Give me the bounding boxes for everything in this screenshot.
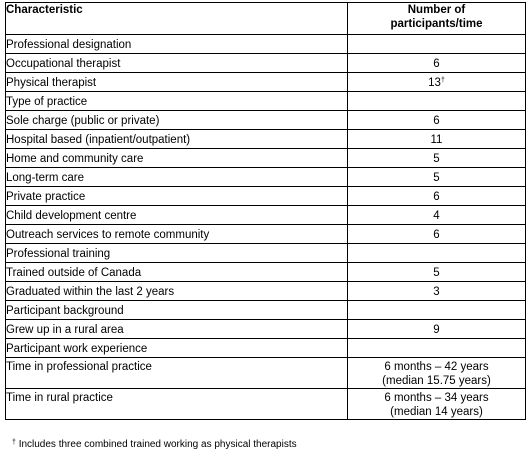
row-label: Long-term care	[5, 167, 348, 187]
row-value: 4	[347, 205, 526, 225]
row-value: 6	[347, 53, 526, 73]
table-row: Long-term care 5	[5, 167, 526, 187]
section-label: Participant background	[5, 300, 348, 320]
header-characteristic: Characteristic	[5, 2, 348, 35]
table-row: Graduated within the last 2 years 3	[5, 281, 526, 301]
footnote-mark: †	[440, 77, 445, 84]
row-value: 5	[347, 262, 526, 282]
row-label: Grew up in a rural area	[5, 319, 348, 339]
row-value: 5	[347, 167, 526, 187]
table-row: Time in professional practice 6 months –…	[5, 357, 526, 389]
empty-cell	[347, 243, 526, 263]
row-label: Hospital based (inpatient/outpatient)	[5, 129, 348, 149]
table-row: Time in rural practice 6 months – 34 yea…	[5, 388, 526, 420]
row-label: Sole charge (public or private)	[5, 110, 348, 130]
section-label: Participant work experience	[5, 338, 348, 358]
row-label: Home and community care	[5, 148, 348, 168]
table-row: Grew up in a rural area 9	[5, 319, 526, 339]
section-label: Type of practice	[5, 91, 348, 111]
section-row-professional-designation: Professional designation	[5, 34, 526, 54]
header-participant-count: Number of participants/time	[347, 2, 526, 35]
row-label: Outreach services to remote community	[5, 224, 348, 244]
row-value-range: 6 months – 34 years (median 14 years)	[347, 388, 526, 420]
row-value: 6	[347, 110, 526, 130]
table-row: Outreach services to remote community 6	[5, 224, 526, 244]
row-label: Time in professional practice	[5, 357, 348, 389]
row-value: 5	[347, 148, 526, 168]
row-label: Occupational therapist	[5, 53, 348, 73]
empty-cell	[347, 34, 526, 54]
table-row: Home and community care 5	[5, 148, 526, 168]
participant-characteristics-table: Characteristic Number of participants/ti…	[5, 2, 526, 420]
footnote-mark: †	[12, 439, 16, 446]
row-label: Time in rural practice	[5, 388, 348, 420]
row-value: 9	[347, 319, 526, 339]
row-value: 6 months – 34 years	[384, 392, 489, 404]
row-label: Physical therapist	[5, 72, 348, 92]
empty-cell	[347, 338, 526, 358]
table-header-row: Characteristic Number of participants/ti…	[5, 2, 526, 35]
row-label: Graduated within the last 2 years	[5, 281, 348, 301]
header-count-line2: participants/time	[390, 18, 483, 30]
section-label: Professional training	[5, 243, 348, 263]
section-label: Professional designation	[5, 34, 348, 54]
row-label: Private practice	[5, 186, 348, 206]
row-value-range: 6 months – 42 years (median 15.75 years)	[347, 357, 526, 389]
table-footnote: † Includes three combined trained workin…	[12, 439, 297, 451]
row-value: 6 months – 42 years	[384, 361, 489, 373]
section-row-type-of-practice: Type of practice	[5, 91, 526, 111]
table-row: Hospital based (inpatient/outpatient) 11	[5, 129, 526, 149]
row-label: Child development centre	[5, 205, 348, 225]
table-row: Private practice 6	[5, 186, 526, 206]
empty-cell	[347, 91, 526, 111]
row-value: 13	[428, 77, 441, 89]
table-row: Physical therapist 13†	[5, 72, 526, 92]
header-count-line1: Number of	[407, 4, 466, 16]
row-value-with-footnote: 13†	[347, 72, 526, 92]
table-row: Sole charge (public or private) 6	[5, 110, 526, 130]
section-row-participant-work-experience: Participant work experience	[5, 338, 526, 358]
row-value-median: (median 14 years)	[390, 406, 483, 418]
table-row: Child development centre 4	[5, 205, 526, 225]
row-label: Trained outside of Canada	[5, 262, 348, 282]
row-value: 6	[347, 224, 526, 244]
table-row: Trained outside of Canada 5	[5, 262, 526, 282]
row-value-median: (median 15.75 years)	[382, 375, 491, 387]
empty-cell	[347, 300, 526, 320]
row-value: 11	[347, 129, 526, 149]
row-value: 6	[347, 186, 526, 206]
section-row-participant-background: Participant background	[5, 300, 526, 320]
section-row-professional-training: Professional training	[5, 243, 526, 263]
footnote-text: Includes three combined trained working …	[18, 439, 297, 450]
table-row: Occupational therapist 6	[5, 53, 526, 73]
row-value: 3	[347, 281, 526, 301]
